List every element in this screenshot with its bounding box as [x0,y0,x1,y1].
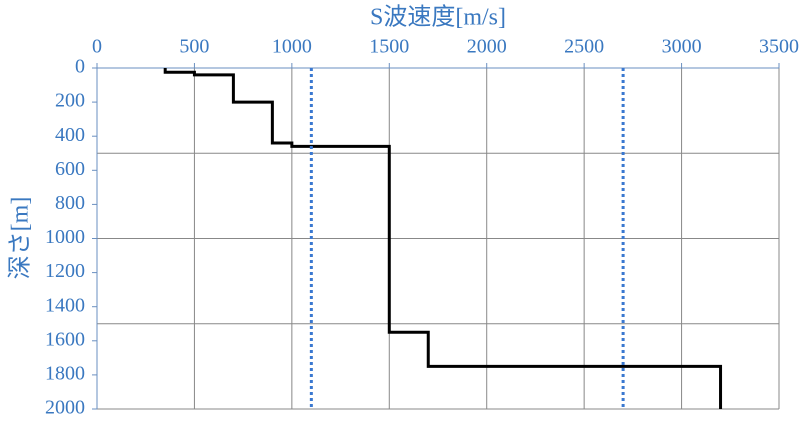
y-tick-label: 600 [55,158,85,180]
x-axis-title: S波速度[m/s] [370,4,506,31]
y-tick-label: 1000 [45,226,85,248]
x-tick-label: 3500 [759,36,799,58]
y-tick-label: 2000 [45,397,85,419]
x-tick-label: 3000 [662,36,702,58]
y-tick-label: 0 [75,56,85,78]
x-tick-label: 1500 [369,36,409,58]
y-tick-label: 1200 [45,260,85,282]
y-tick-label: 1800 [45,362,85,384]
x-tick-label: 0 [92,36,102,58]
y-tick-label: 200 [55,90,85,112]
profile-line [163,68,723,409]
y-tick-label: 1400 [45,294,85,316]
x-tick-label: 500 [179,36,209,58]
y-axis-title: 深さ[m] [7,197,34,280]
y-tick-label: 400 [55,124,85,146]
x-tick-label: 2500 [564,36,604,58]
x-tick-label: 1000 [272,36,312,58]
y-tick-label: 1600 [45,328,85,350]
y-tick-label: 800 [55,192,85,214]
x-tick-label: 2000 [467,36,507,58]
